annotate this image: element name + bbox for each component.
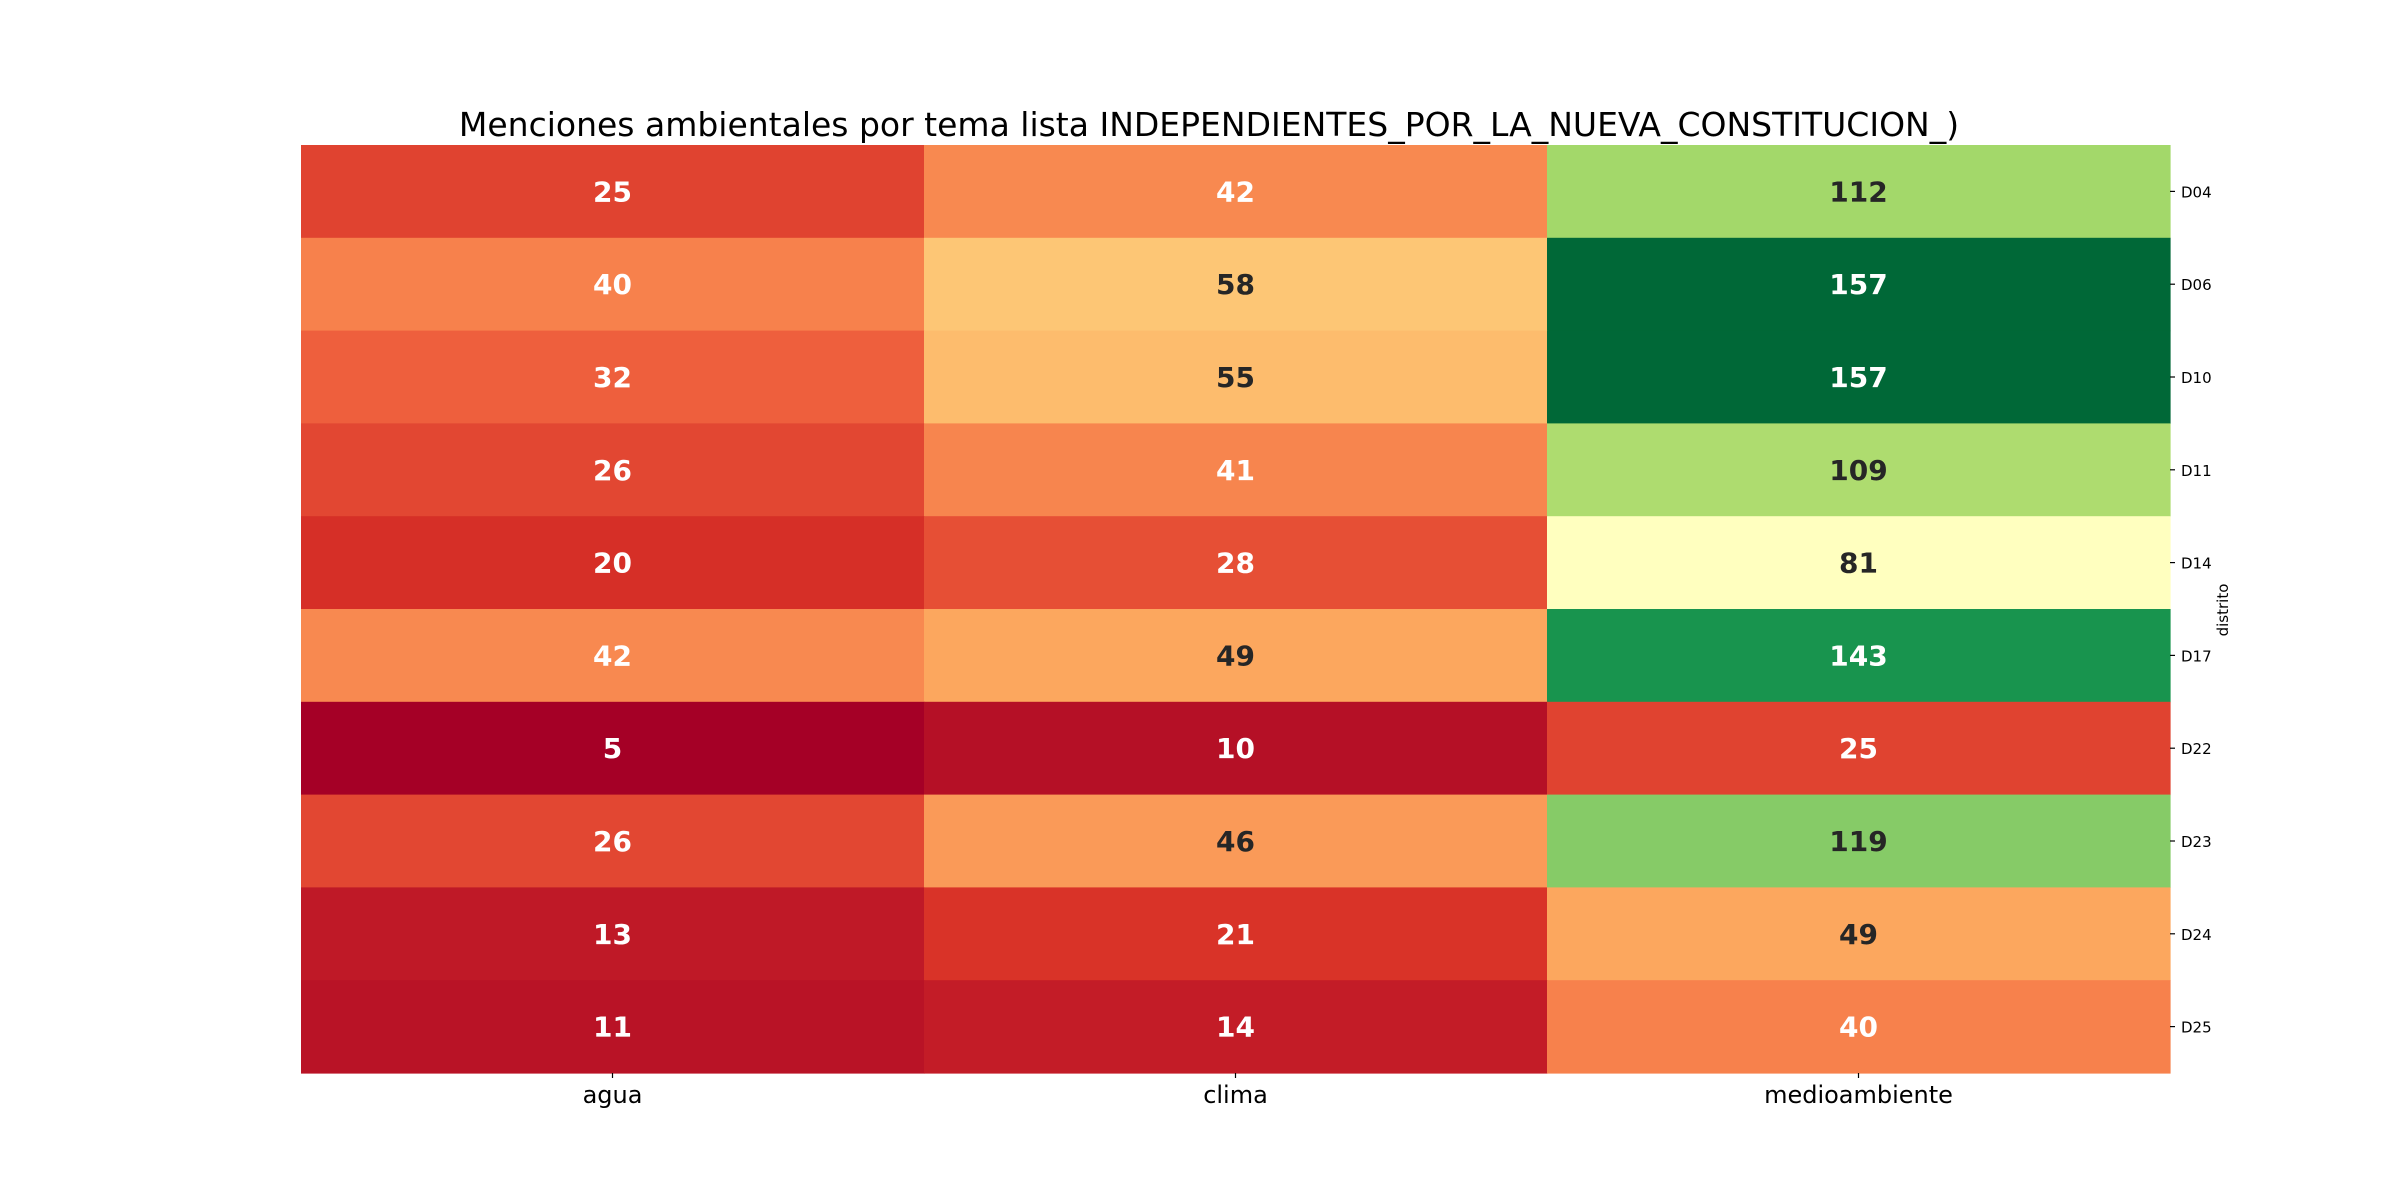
heatmap-cell [301, 330, 925, 424]
cell-value-label: 49 [1216, 639, 1255, 672]
x-tick-label: clima [1203, 1081, 1268, 1109]
heatmap-cell [1547, 980, 2171, 1074]
y-tick-label: D17 [2181, 647, 2212, 665]
cell-value-label: 55 [1216, 361, 1255, 394]
cell-value-label: 14 [1216, 1011, 1255, 1044]
heatmap-cell [924, 145, 1548, 239]
heatmap-cell [1547, 423, 2171, 517]
cell-value-label: 40 [1839, 1011, 1878, 1044]
cell-value-label: 109 [1829, 454, 1887, 487]
cell-value-label: 11 [593, 1011, 632, 1044]
cell-value-label: 40 [593, 268, 632, 301]
cell-value-label: 28 [1216, 547, 1255, 580]
y-tick-label: D10 [2181, 369, 2212, 387]
heatmap-cell [1547, 794, 2171, 888]
y-tick-label: D06 [2181, 276, 2212, 294]
heatmap-cell [1547, 330, 2171, 424]
heatmap-cell [924, 237, 1548, 332]
y-axis: D04 D06 D10 D11 D14 D17 D22 D23 D24 D25 [2170, 183, 2212, 1037]
heatmap-cell [301, 887, 925, 981]
y-tick-label: D22 [2181, 740, 2212, 758]
cell-value-label: 20 [593, 547, 632, 580]
heatmap-cell [301, 794, 925, 888]
cell-value-label: 42 [593, 639, 632, 672]
cell-value-label: 46 [1216, 825, 1255, 858]
y-tick-label: D25 [2181, 1019, 2212, 1037]
heatmap-cell [1547, 145, 2171, 239]
heatmap-cell [301, 237, 925, 332]
heatmap-cell [924, 794, 1548, 888]
y-axis-label: distrito [2214, 584, 2232, 637]
cell-value-label: 42 [1216, 175, 1255, 208]
cell-value-label: 21 [1216, 918, 1255, 951]
cell-value-label: 26 [593, 825, 632, 858]
cell-value-label: 119 [1829, 825, 1887, 858]
heatmap-cell [1547, 701, 2171, 796]
x-tick-label: agua [583, 1081, 643, 1109]
heatmap-cell [301, 145, 925, 239]
cell-value-label: 49 [1839, 918, 1878, 951]
cell-value-label: 25 [593, 175, 632, 208]
heatmap-cell [301, 609, 925, 703]
y-tick-label: D14 [2181, 555, 2212, 573]
heatmap-cell [924, 516, 1548, 610]
cell-value-label: 13 [593, 918, 632, 951]
y-tick-label: D04 [2181, 183, 2212, 201]
cell-value-label: 112 [1829, 175, 1887, 208]
chart-title: Menciones ambientales por tema lista IND… [459, 105, 1959, 144]
cell-value-label: 81 [1839, 547, 1878, 580]
cell-value-label: 157 [1829, 268, 1887, 301]
heatmap-cell [301, 516, 925, 610]
heatmap-cell [1547, 609, 2171, 703]
heatmap-cell [301, 701, 925, 796]
heatmap-cell [924, 330, 1548, 424]
cell-value-label: 26 [593, 454, 632, 487]
heatmap-cell [301, 423, 925, 517]
heatmap-cell [924, 887, 1548, 981]
heatmap-cells [301, 145, 2171, 1074]
cell-value-label: 32 [593, 361, 632, 394]
heatmap-cell [924, 701, 1548, 796]
cell-value-label: 25 [1839, 732, 1878, 765]
y-tick-label: D11 [2181, 462, 2212, 480]
heatmap-cell [924, 980, 1548, 1074]
x-tick-label: medioambiente [1764, 1081, 1953, 1109]
cell-value-label: 58 [1216, 268, 1255, 301]
heatmap-cell [1547, 237, 2171, 332]
cell-value-label: 10 [1216, 732, 1255, 765]
y-tick-label: D24 [2181, 926, 2212, 944]
cell-value-label: 41 [1216, 454, 1255, 487]
cell-value-label: 143 [1829, 639, 1887, 672]
heatmap-cell [301, 980, 925, 1074]
cell-value-label: 157 [1829, 361, 1887, 394]
cell-annotations: 25 42 112 40 58 157 32 55 157 26 41 109 20 28 81 42 49 14… [593, 175, 1888, 1043]
y-tick-label: D23 [2181, 833, 2212, 851]
x-axis: agua clima medioambiente [583, 1073, 1953, 1109]
heatmap-cell [1547, 887, 2171, 981]
heatmap-cell [924, 609, 1548, 703]
heatmap-cell [924, 423, 1548, 517]
cell-value-label: 5 [603, 732, 622, 765]
heatmap-cell [1547, 516, 2171, 610]
